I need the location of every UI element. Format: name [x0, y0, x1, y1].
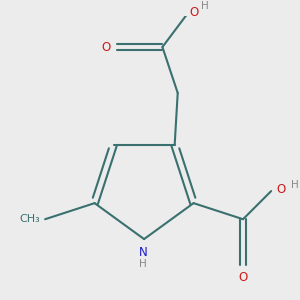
Text: CH₃: CH₃	[20, 214, 40, 224]
Text: N: N	[139, 246, 147, 260]
Text: O: O	[238, 271, 248, 284]
Text: H: H	[291, 180, 298, 190]
Text: O: O	[189, 6, 199, 19]
Text: H: H	[201, 1, 209, 11]
Text: O: O	[101, 40, 110, 54]
Text: O: O	[276, 183, 285, 196]
Text: H: H	[139, 259, 147, 269]
